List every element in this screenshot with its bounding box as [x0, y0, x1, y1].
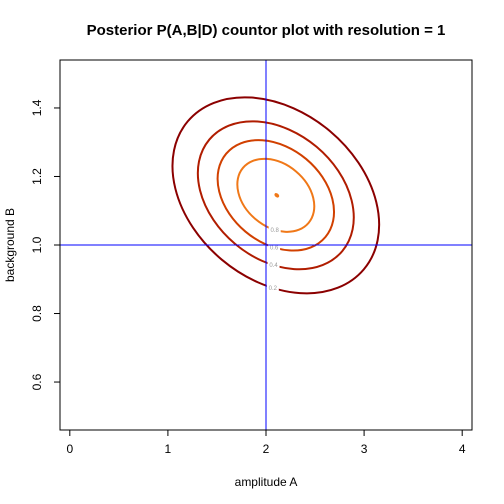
- contour-label-0: 0.2: [269, 286, 278, 292]
- y-tick-label-3: 1.2: [30, 168, 44, 185]
- contour-label-2: 0.6: [270, 245, 279, 251]
- x-tick-label-1: 1: [165, 442, 172, 456]
- contour-line-0.6: [216, 139, 336, 252]
- x-axis-label: amplitude A: [235, 475, 298, 489]
- y-tick-label-0: 0.6: [30, 373, 44, 390]
- contour-label-3: 0.8: [271, 228, 280, 234]
- contour-label-bg-1: [267, 261, 280, 269]
- contour-label-bg-3: [268, 226, 281, 234]
- reference-lines: [60, 60, 472, 430]
- peak-marker: [274, 193, 280, 198]
- y-tick-label-2: 1.0: [30, 236, 44, 253]
- y-axis-label: background B: [3, 208, 17, 282]
- contour-line-0.8: [236, 157, 316, 233]
- x-tick-label-3: 3: [361, 442, 368, 456]
- contour-label-bg-2: [268, 243, 281, 251]
- contour-line-0.4: [196, 120, 355, 271]
- x-tick-label-0: 0: [66, 442, 73, 456]
- x-axis: 0 1 2 3 4: [66, 430, 466, 456]
- contour-lines: 0.2 0.4 0.6 0.8: [171, 96, 381, 295]
- contour-label-bg-0: [266, 284, 279, 292]
- x-tick-label-2: 2: [263, 442, 270, 456]
- contour-line-0.2: [171, 96, 381, 295]
- y-tick-label-1: 0.8: [30, 305, 44, 322]
- contour-label-1: 0.4: [269, 263, 278, 269]
- chart-title: Posterior P(A,B|D) countor plot with res…: [87, 22, 446, 39]
- x-tick-label-4: 4: [459, 442, 466, 456]
- y-axis: 0.6 0.8 1.0 1.2 1.4: [30, 99, 60, 390]
- y-tick-label-4: 1.4: [30, 99, 44, 116]
